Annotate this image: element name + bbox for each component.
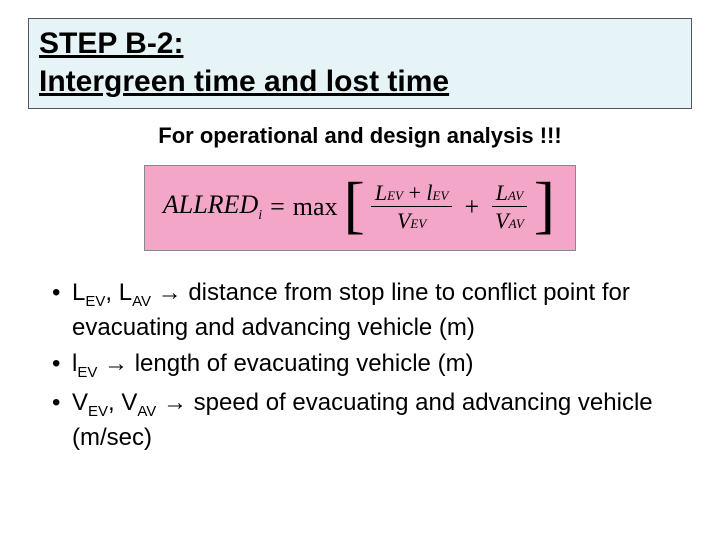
b1-v2: L (119, 279, 132, 306)
frac1-num-a-sub: EV (387, 188, 403, 203)
frac1-den-sub: EV (410, 216, 426, 231)
fraction-2: LAV VAV (487, 180, 532, 234)
equals: = (262, 192, 293, 222)
frac2-den-v: V (495, 208, 508, 233)
frac2-num: LAV (492, 180, 527, 207)
b2-arrow: → (97, 350, 134, 377)
frac1-num-a: L (375, 180, 387, 205)
formula-container: ALLREDi = max [ LEV + lEV VEV + (28, 165, 692, 251)
b1-sep: , (105, 279, 118, 306)
bullet-2: lEV → length of evacuating vehicle (m) (52, 348, 692, 383)
formula-box: ALLREDi = max [ LEV + lEV VEV + (144, 165, 576, 251)
left-bracket: [ (342, 176, 367, 234)
b2-text: length of evacuating vehicle (m) (135, 350, 474, 377)
max-word: max (293, 192, 342, 222)
frac1-den-v: V (397, 208, 410, 233)
b3-sep: , (108, 389, 121, 416)
b2-v1s: EV (77, 364, 97, 381)
b1-v1s: EV (85, 292, 105, 309)
lhs: ALLREDi (163, 190, 262, 224)
b1-arrow: → (151, 279, 188, 306)
bullet-3: VEV, VAV → speed of evacuating and advan… (52, 387, 692, 454)
b3-v1: V (72, 389, 88, 416)
b3-v2: V (121, 389, 137, 416)
title-line-2: Intergreen time and lost time (39, 63, 681, 101)
b3-v1s: EV (88, 403, 108, 420)
b1-v1: L (72, 279, 85, 306)
b3-v2s: AV (137, 403, 156, 420)
subtitle: For operational and design analysis !!! (28, 123, 692, 149)
b3-arrow: → (156, 389, 193, 416)
frac2-num-sub: AV (508, 188, 523, 203)
equation: ALLREDi = max [ LEV + lEV VEV + (163, 178, 557, 236)
fraction-1: LEV + lEV VEV (367, 180, 457, 234)
bracket-content: LEV + lEV VEV + LAV VAV (367, 180, 532, 234)
plus-op: + (456, 192, 487, 222)
right-bracket: ] (532, 176, 557, 234)
title-block: STEP B-2: Intergreen time and lost time (28, 18, 692, 109)
bullet-1: LEV, LAV → distance from stop line to co… (52, 277, 692, 344)
title-line-1: STEP B-2: (39, 25, 681, 63)
frac1-plus: + (409, 180, 421, 205)
frac1-den: VEV (393, 207, 430, 233)
b1-v2s: AV (132, 292, 151, 309)
lhs-main: ALLRED (163, 190, 258, 219)
frac2-den-sub: AV (509, 216, 524, 231)
frac1-num-b-sub: EV (433, 188, 449, 203)
frac1-num: LEV + lEV (371, 180, 453, 207)
bullet-list: LEV, LAV → distance from stop line to co… (28, 277, 692, 455)
frac2-den: VAV (491, 207, 528, 233)
frac2-num-v: L (496, 180, 508, 205)
